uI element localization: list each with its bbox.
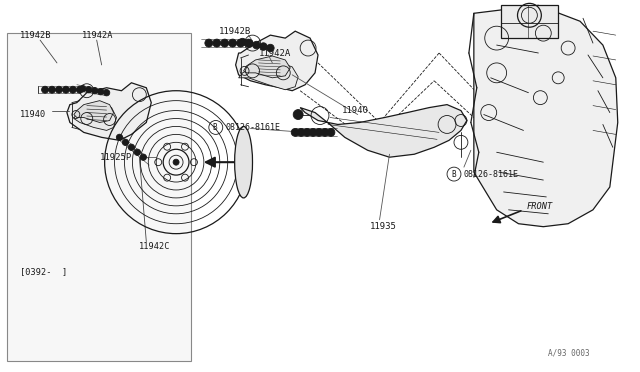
Circle shape <box>228 39 237 47</box>
Text: [0392-  ]: [0392- ] <box>20 267 67 276</box>
Text: 11942C: 11942C <box>140 242 171 251</box>
Text: B: B <box>213 123 218 132</box>
Polygon shape <box>239 61 298 90</box>
Circle shape <box>297 128 305 137</box>
Circle shape <box>303 128 311 137</box>
Polygon shape <box>74 103 116 131</box>
Circle shape <box>140 154 147 160</box>
Circle shape <box>49 86 56 93</box>
Text: FRONT: FRONT <box>527 202 553 211</box>
Circle shape <box>237 39 244 47</box>
Text: 08126-8161E: 08126-8161E <box>464 170 519 179</box>
Circle shape <box>327 128 335 137</box>
Circle shape <box>253 41 260 49</box>
Circle shape <box>315 128 323 137</box>
Circle shape <box>205 39 213 47</box>
Bar <box>7 33 191 361</box>
Polygon shape <box>500 5 558 38</box>
Text: B: B <box>451 170 456 179</box>
Polygon shape <box>236 31 318 91</box>
Circle shape <box>173 159 179 165</box>
Circle shape <box>42 86 49 93</box>
Circle shape <box>92 87 98 94</box>
Text: 11942B: 11942B <box>219 27 251 36</box>
Circle shape <box>122 139 129 145</box>
Circle shape <box>104 90 110 96</box>
Circle shape <box>321 128 329 137</box>
Circle shape <box>69 86 76 93</box>
Circle shape <box>116 134 123 141</box>
Circle shape <box>134 149 141 155</box>
Circle shape <box>293 110 303 119</box>
Text: A/93 0003: A/93 0003 <box>548 348 590 357</box>
Circle shape <box>128 144 134 150</box>
Circle shape <box>260 43 267 50</box>
Circle shape <box>86 87 92 93</box>
Circle shape <box>63 86 69 93</box>
Circle shape <box>239 38 246 46</box>
Polygon shape <box>300 105 467 157</box>
Circle shape <box>246 40 253 47</box>
Circle shape <box>79 86 86 92</box>
Polygon shape <box>67 83 151 140</box>
Circle shape <box>56 86 63 93</box>
Polygon shape <box>244 56 290 78</box>
Ellipse shape <box>235 126 253 198</box>
Text: 08126-8161E: 08126-8161E <box>226 123 281 132</box>
Circle shape <box>213 39 221 47</box>
Circle shape <box>76 86 83 93</box>
Circle shape <box>221 39 228 47</box>
Circle shape <box>244 39 253 47</box>
Polygon shape <box>74 101 113 122</box>
Circle shape <box>309 128 317 137</box>
Text: 11940: 11940 <box>20 110 47 119</box>
Text: 11940: 11940 <box>342 106 369 115</box>
Circle shape <box>97 89 104 95</box>
Text: 11942A: 11942A <box>259 48 291 58</box>
Text: 11935: 11935 <box>370 222 397 231</box>
Circle shape <box>291 128 299 137</box>
Text: 11925P: 11925P <box>100 153 132 162</box>
Circle shape <box>267 44 274 52</box>
Polygon shape <box>474 5 618 227</box>
Text: 11942B: 11942B <box>20 31 52 40</box>
Text: 11942A: 11942A <box>82 31 113 40</box>
